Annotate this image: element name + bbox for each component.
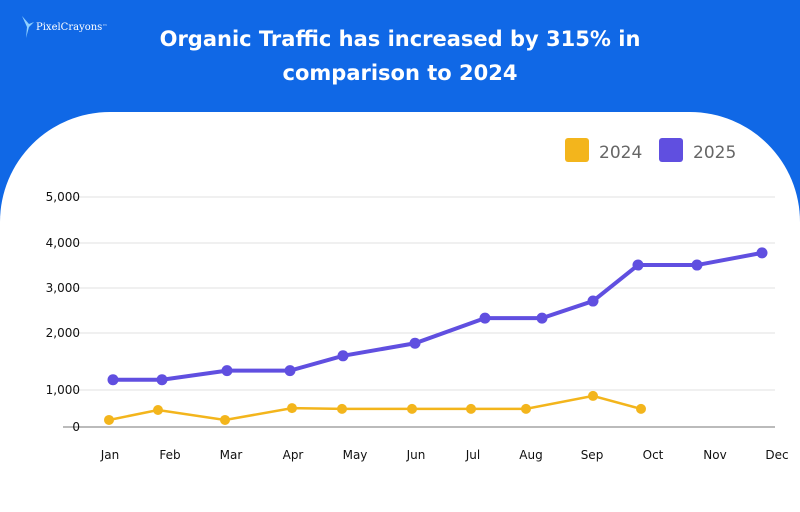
data-point-2024 <box>636 403 646 414</box>
x-tick-label: Nov <box>703 448 726 462</box>
legend: 2024 2025 <box>565 138 736 163</box>
data-point-2025 <box>409 337 421 349</box>
data-point-2025 <box>284 365 296 377</box>
data-point-2025 <box>587 295 599 307</box>
x-tick-label: Jan <box>100 448 120 462</box>
x-tick-label: May <box>343 448 368 462</box>
data-point-2024 <box>588 390 598 401</box>
logo-trademark: ™ <box>102 24 108 30</box>
data-point-2025 <box>107 374 119 386</box>
y-tick-label: 3,000 <box>46 281 80 295</box>
data-point-2025 <box>479 312 491 324</box>
x-tick-label: Sep <box>581 448 604 462</box>
legend-label-2024: 2024 <box>599 143 642 163</box>
y-tick-label: 1,000 <box>46 383 80 397</box>
legend-swatch-2025 <box>659 138 683 162</box>
data-point-2024 <box>104 414 114 425</box>
page-title: Organic Traffic has increased by 315% in… <box>0 22 800 90</box>
data-point-2024 <box>287 403 297 414</box>
data-point-2025 <box>536 312 548 324</box>
x-tick-label: Feb <box>159 448 180 462</box>
legend-swatch-2024 <box>565 138 589 162</box>
data-point-2024 <box>407 403 417 414</box>
data-point-2024 <box>337 403 347 414</box>
x-tick-label: Aug <box>519 448 542 462</box>
logo-text: PixelCrayons <box>36 21 103 33</box>
data-point-2025 <box>221 365 233 377</box>
data-point-2024 <box>466 403 476 414</box>
logo: PixelCrayons ™ <box>20 14 107 40</box>
data-point-2025 <box>756 247 768 259</box>
title-line-2: comparison to 2024 <box>282 61 518 85</box>
title-line-1: Organic Traffic has increased by 315% in <box>159 27 641 51</box>
data-point-2025 <box>156 374 168 386</box>
x-tick-label: Jun <box>406 448 426 462</box>
x-tick-label: Jul <box>465 448 480 462</box>
series-line-2024 <box>108 394 642 422</box>
data-point-2024 <box>220 414 230 425</box>
x-tick-label: Dec <box>765 448 788 462</box>
series-line-2025 <box>113 250 763 382</box>
x-tick-label: Apr <box>283 448 304 462</box>
x-tick-label: Oct <box>643 448 664 462</box>
data-point-2024 <box>153 404 163 415</box>
data-point-2024 <box>521 403 531 414</box>
data-point-2025 <box>632 259 644 271</box>
chart-card <box>0 112 800 512</box>
hummingbird-icon <box>22 16 34 38</box>
y-tick-label: 4,000 <box>46 236 80 250</box>
y-tick-label: 2,000 <box>46 326 80 340</box>
y-tick-label: 5,000 <box>46 190 80 204</box>
line-chart: 2024 2025 0 1,000 2,000 3,000 4,000 5,000 Jan F… <box>46 138 789 462</box>
x-tick-label: Mar <box>220 448 243 462</box>
legend-label-2025: 2025 <box>693 143 736 163</box>
data-point-2025 <box>337 350 349 362</box>
y-tick-label: 0 <box>72 420 80 434</box>
data-point-2025 <box>691 259 703 271</box>
